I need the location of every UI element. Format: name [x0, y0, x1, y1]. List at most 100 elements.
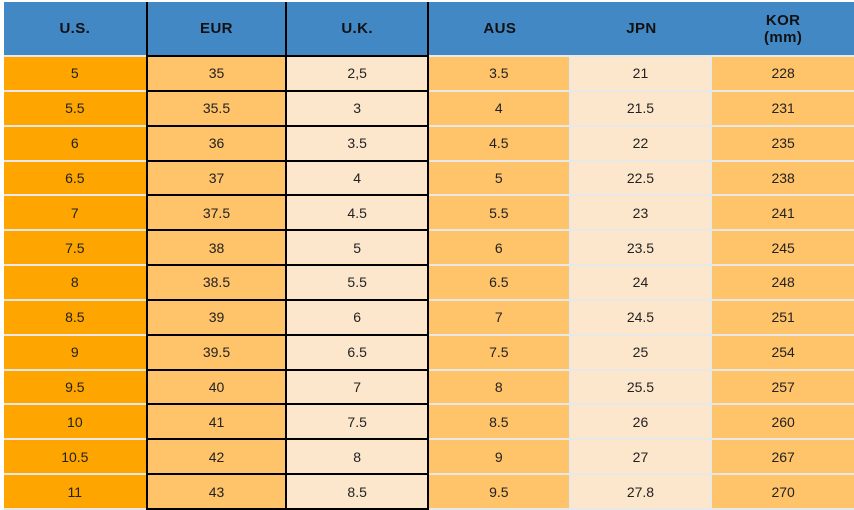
table-body: 5 35 2,5 3.5 21 228 5.5 35.5 3 4 21.5 231 6 36 3.5 4.5 2… [4, 57, 854, 510]
cell-eur: 43 [145, 475, 288, 510]
cell-us: 7 [4, 196, 146, 232]
cell-aus: 4 [428, 91, 571, 127]
cell-us: 9.5 [4, 370, 146, 406]
cell-uk: 6 [287, 300, 429, 336]
table-row: 6 36 3.5 4.5 22 235 [4, 126, 854, 162]
column-header-label: JPN [626, 20, 657, 37]
column-header-jpn: JPN [570, 2, 713, 57]
cell-kor: 254 [712, 335, 854, 371]
cell-us: 8 [4, 266, 146, 301]
cell-us: 6 [4, 126, 146, 162]
cell-jpn: 26 [570, 405, 713, 441]
cell-kor: 248 [712, 266, 854, 301]
cell-aus: 6 [428, 231, 571, 267]
cell-kor: 267 [712, 440, 854, 476]
table-row: 6.5 37 4 5 22.5 238 [4, 161, 854, 197]
cell-uk: 5.5 [287, 266, 429, 301]
cell-uk: 7.5 [287, 405, 429, 441]
cell-eur: 37 [145, 161, 288, 197]
column-header-label: U.S. [59, 20, 91, 37]
cell-us: 6.5 [4, 161, 146, 197]
cell-us: 5.5 [4, 91, 146, 127]
cell-eur: 35.5 [145, 91, 288, 127]
table-row: 5.5 35.5 3 4 21.5 231 [4, 91, 854, 127]
column-header-label: U.K. [341, 20, 373, 37]
column-header-label: AUS [483, 20, 517, 37]
cell-kor: 257 [712, 370, 854, 406]
cell-jpn: 25.5 [570, 370, 713, 406]
table-row: 8.5 39 6 7 24.5 251 [4, 300, 854, 336]
cell-uk: 8.5 [287, 475, 429, 510]
cell-uk: 7 [287, 370, 429, 406]
cell-aus: 6.5 [428, 266, 571, 301]
table-row: 7.5 38 5 6 23.5 245 [4, 231, 854, 267]
cell-aus: 4.5 [428, 126, 571, 162]
cell-kor: 270 [712, 475, 854, 510]
column-header-label: EUR [200, 20, 233, 37]
shoe-size-conversion-table: U.S. EUR U.K. AUS JPN KOR (mm) 5 35 2,5 3.5 21 228 5… [4, 2, 854, 510]
cell-us: 10 [4, 405, 146, 441]
table-row: 11 43 8.5 9.5 27.8 270 [4, 475, 854, 510]
cell-aus: 7 [428, 300, 571, 336]
table-row: 10.5 42 8 9 27 267 [4, 440, 854, 476]
table-row: 7 37.5 4.5 5.5 23 241 [4, 196, 854, 232]
cell-eur: 39.5 [145, 335, 288, 371]
cell-eur: 40 [145, 370, 288, 406]
cell-kor: 238 [712, 161, 854, 197]
cell-kor: 245 [712, 231, 854, 267]
cell-aus: 7.5 [428, 335, 571, 371]
cell-uk: 4.5 [287, 196, 429, 232]
table-row: 10 41 7.5 8.5 26 260 [4, 405, 854, 441]
cell-aus: 5.5 [428, 196, 571, 232]
cell-kor: 228 [712, 57, 854, 92]
cell-jpn: 22 [570, 126, 713, 162]
cell-us: 7.5 [4, 231, 146, 267]
cell-us: 8.5 [4, 300, 146, 336]
cell-jpn: 24.5 [570, 300, 713, 336]
cell-aus: 8.5 [428, 405, 571, 441]
cell-aus: 3.5 [428, 57, 571, 92]
cell-aus: 9.5 [428, 475, 571, 510]
column-header-eur: EUR [145, 2, 288, 57]
cell-us: 5 [4, 57, 146, 92]
cell-jpn: 23 [570, 196, 713, 232]
cell-uk: 2,5 [287, 57, 429, 92]
cell-uk: 5 [287, 231, 429, 267]
cell-jpn: 24 [570, 266, 713, 301]
column-header-uk: U.K. [287, 2, 429, 57]
cell-jpn: 27.8 [570, 475, 713, 510]
cell-eur: 42 [145, 440, 288, 476]
cell-uk: 3 [287, 91, 429, 127]
column-header-sublabel: (mm) [764, 28, 803, 46]
cell-jpn: 25 [570, 335, 713, 371]
cell-uk: 6.5 [287, 335, 429, 371]
cell-kor: 260 [712, 405, 854, 441]
cell-jpn: 21.5 [570, 91, 713, 127]
cell-kor: 251 [712, 300, 854, 336]
table-row: 9.5 40 7 8 25.5 257 [4, 370, 854, 406]
column-header-us: U.S. [4, 2, 146, 57]
cell-aus: 9 [428, 440, 571, 476]
cell-jpn: 22.5 [570, 161, 713, 197]
cell-aus: 5 [428, 161, 571, 197]
cell-eur: 39 [145, 300, 288, 336]
table-row: 8 38.5 5.5 6.5 24 248 [4, 266, 854, 301]
table-row: 9 39.5 6.5 7.5 25 254 [4, 335, 854, 371]
cell-jpn: 23.5 [570, 231, 713, 267]
column-header-label: KOR [765, 11, 801, 29]
cell-eur: 38 [145, 231, 288, 267]
cell-eur: 38.5 [145, 266, 288, 301]
cell-uk: 3.5 [287, 126, 429, 162]
cell-eur: 41 [145, 405, 288, 441]
cell-eur: 36 [145, 126, 288, 162]
cell-jpn: 21 [570, 57, 713, 92]
cell-aus: 8 [428, 370, 571, 406]
table-row: 5 35 2,5 3.5 21 228 [4, 57, 854, 92]
cell-uk: 8 [287, 440, 429, 476]
cell-us: 10.5 [4, 440, 146, 476]
cell-us: 9 [4, 335, 146, 371]
column-header-kor: KOR (mm) [712, 2, 854, 57]
column-header-aus: AUS [428, 2, 571, 57]
cell-uk: 4 [287, 161, 429, 197]
cell-kor: 235 [712, 126, 854, 162]
